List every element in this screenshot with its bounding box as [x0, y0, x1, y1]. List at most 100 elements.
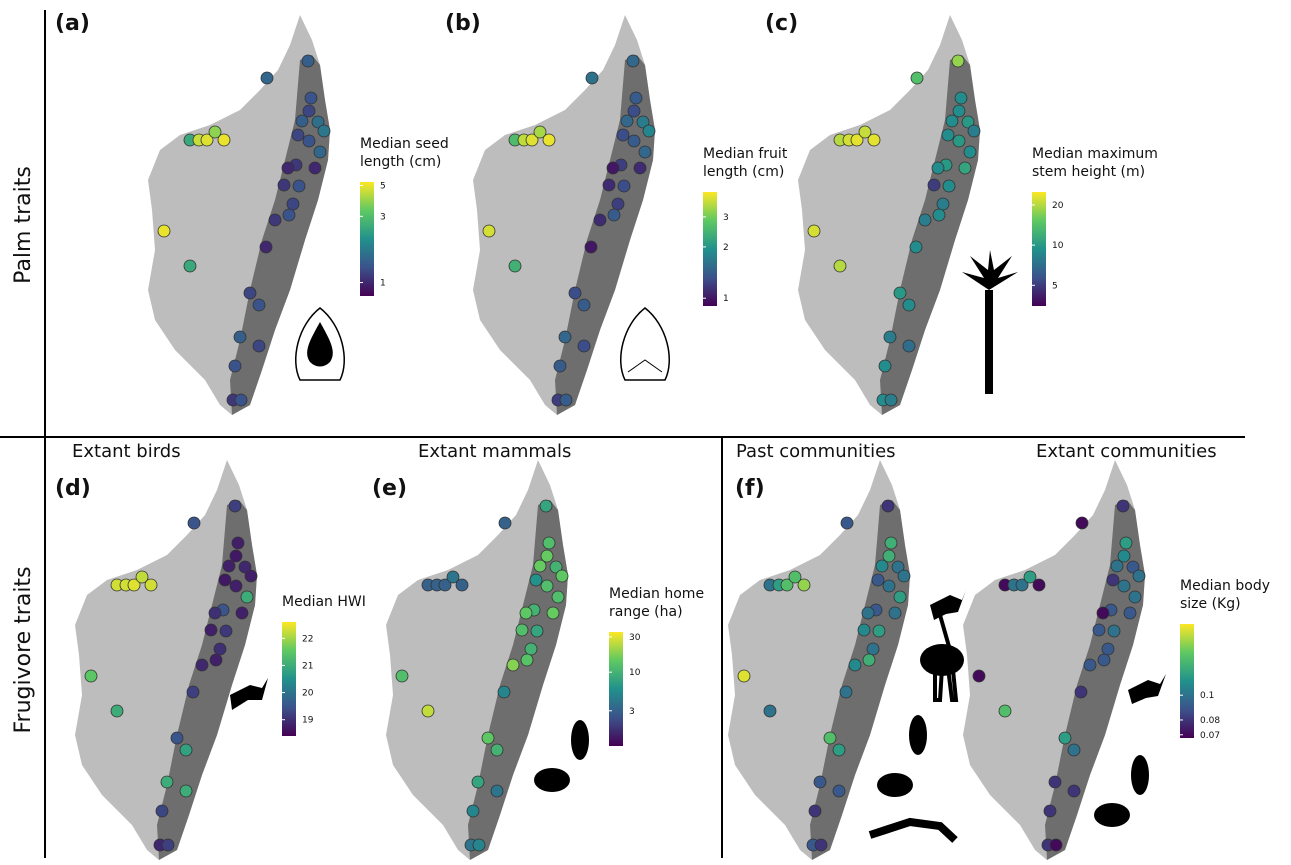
site-dot: [833, 785, 845, 797]
colorbar-tick-label: 1: [723, 294, 729, 304]
site-dot: [1108, 625, 1120, 637]
site-dot: [283, 209, 295, 221]
site-dot: [1097, 607, 1109, 619]
site-dot: [229, 360, 241, 372]
site-dot: [928, 179, 940, 191]
site-dot: [883, 580, 895, 592]
site-dot: [530, 574, 542, 586]
site-dot: [467, 805, 479, 817]
site-dot: [556, 570, 568, 582]
colorbar-tick-label: 2: [723, 243, 729, 253]
site-dot: [184, 260, 196, 272]
map: [798, 15, 980, 415]
site-dot: [919, 214, 931, 226]
site-dot: [630, 92, 642, 104]
site-dot: [932, 162, 944, 174]
site-dot: [241, 591, 253, 603]
site-dot: [879, 360, 891, 372]
site-dot: [498, 686, 510, 698]
site-dot: [903, 299, 915, 311]
site-dot: [1133, 570, 1145, 582]
site-dot: [863, 654, 875, 666]
site-dot: [261, 72, 273, 84]
colorbar-tick-label: 0.1: [1200, 691, 1214, 701]
site-dot: [1068, 785, 1080, 797]
colorbar: [282, 622, 296, 736]
site-dot: [834, 260, 846, 272]
site-dot: [218, 134, 230, 146]
site-dot: [862, 607, 874, 619]
colorbar-tick-label: 22: [302, 634, 313, 644]
site-dot: [1093, 624, 1105, 636]
site-dot: [507, 659, 519, 671]
site-dot: [889, 607, 901, 619]
site-dot: [578, 299, 590, 311]
colorbar: [1180, 624, 1194, 738]
site-dot: [85, 670, 97, 682]
site-dot: [219, 574, 231, 586]
site-dot: [808, 225, 820, 237]
site-dot: [229, 500, 241, 512]
site-dot: [1044, 805, 1056, 817]
site-dot: [612, 198, 624, 210]
site-dot: [525, 643, 537, 655]
site-dot: [586, 72, 598, 84]
site-dot: [882, 500, 894, 512]
site-dot: [617, 129, 629, 141]
map-subtitle: Extant communities: [1036, 441, 1217, 462]
site-dot: [111, 705, 123, 717]
site-dot: [585, 241, 597, 253]
site-dot: [1084, 659, 1096, 671]
panel-label: (a): [55, 11, 90, 36]
colorbar-tick-label: 19: [302, 716, 314, 726]
site-dot: [1050, 839, 1062, 851]
site-dot: [1068, 744, 1080, 756]
site-dot: [999, 705, 1011, 717]
site-dot: [628, 105, 640, 117]
site-dot: [396, 670, 408, 682]
site-dot: [868, 134, 880, 146]
site-dot: [214, 643, 226, 655]
colorbar-tick-label: 5: [1052, 281, 1058, 291]
site-dot: [1124, 607, 1136, 619]
map: [728, 460, 910, 860]
colorbar-tick-label: 1: [380, 279, 386, 289]
map-subtitle: Past communities: [736, 441, 896, 462]
site-dot: [873, 625, 885, 637]
island: [728, 460, 910, 860]
site-dot: [937, 198, 949, 210]
site-dot: [269, 214, 281, 226]
legend-title: Median fruit: [703, 146, 788, 162]
site-dot: [171, 732, 183, 744]
site-dot: [814, 776, 826, 788]
site-dot: [187, 686, 199, 698]
colorbar-tick-label: 0.07: [1200, 731, 1220, 741]
site-dot: [911, 72, 923, 84]
site-dot: [973, 670, 985, 682]
site-dot: [560, 394, 572, 406]
site-dot: [594, 214, 606, 226]
site-dot: [884, 331, 896, 343]
site-dot: [521, 654, 533, 666]
row-label: Frugivore traits: [11, 566, 36, 733]
site-dot: [234, 331, 246, 343]
site-dot: [628, 135, 640, 147]
site-dot: [180, 744, 192, 756]
site-dot: [210, 654, 222, 666]
site-dot: [1120, 537, 1132, 549]
site-dot: [314, 146, 326, 158]
site-dot: [156, 805, 168, 817]
site-dot: [162, 839, 174, 851]
site-dot: [764, 705, 776, 717]
site-dot: [1076, 517, 1088, 529]
legend-title: Median home: [609, 586, 704, 602]
site-dot: [244, 287, 256, 299]
site-dot: [543, 537, 555, 549]
colorbar: [1032, 192, 1046, 306]
colorbar-tick-label: 3: [723, 213, 729, 223]
colorbar: [360, 182, 374, 296]
legend-title: Median body: [1180, 578, 1270, 594]
colorbar: [609, 632, 623, 746]
site-dot: [1049, 776, 1061, 788]
site-dot: [230, 550, 242, 562]
